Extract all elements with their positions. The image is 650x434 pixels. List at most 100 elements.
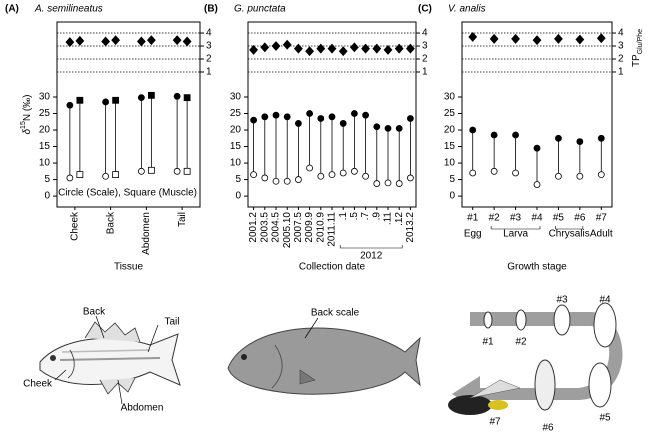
y-tick-label: 5	[235, 174, 241, 185]
y2-tick-label: 3	[422, 41, 428, 52]
illustration-label: Back scale	[311, 308, 360, 319]
marker	[328, 171, 336, 179]
marker	[101, 36, 111, 47]
fish-illustration: Back Tail Cheek Abdomen	[23, 307, 181, 414]
marker	[406, 115, 414, 122]
life-cycle-illustration: #1 #2 #3 #4 #5 #6 #7	[448, 295, 623, 434]
y-tick-label: 30	[230, 92, 242, 103]
x-tick-label: 2005.10	[282, 212, 293, 249]
plot-frame	[56, 21, 201, 208]
x-tick-label: .5	[349, 212, 360, 221]
marker	[489, 33, 499, 44]
illustration-label: Cheek	[23, 379, 53, 390]
marker	[468, 31, 478, 42]
marker	[66, 101, 74, 109]
x-tick-label: 2001.2	[248, 212, 259, 243]
y-tick-label: 5	[44, 174, 50, 185]
y-tick-label: 30	[444, 92, 456, 103]
y-tick-label: 10	[230, 158, 242, 169]
panel-label: (C)	[418, 4, 432, 15]
marker	[75, 35, 85, 46]
marker	[490, 167, 498, 175]
y-tick-label: 20	[444, 125, 456, 136]
x-tick-label: #7	[596, 213, 608, 224]
marker	[533, 144, 541, 152]
x-tick-label: .11	[383, 212, 394, 226]
annotation: Circle (Scale), Square (Muscle)	[58, 188, 197, 199]
y-tick-label: 5	[449, 174, 455, 185]
x-tick-label: Tail	[177, 212, 188, 227]
x-axis-label: Growth stage	[507, 262, 567, 273]
marker	[339, 120, 347, 127]
marker	[293, 43, 303, 54]
marker	[183, 167, 191, 175]
marker	[261, 174, 269, 182]
marker	[182, 36, 192, 47]
x-tick-label: 2004.5	[271, 212, 282, 243]
x-tick-label: #3	[510, 213, 522, 224]
marker	[339, 169, 347, 177]
marker	[260, 42, 270, 53]
y-tick-label: 15	[444, 141, 456, 152]
y-tick-label: 15	[230, 141, 242, 152]
y2-tick-label: 2	[422, 54, 428, 65]
x-tick-label: 2009.9	[304, 212, 315, 243]
marker	[283, 113, 291, 121]
y-tick-label: 0	[44, 191, 50, 202]
marker	[383, 44, 393, 55]
y-tick-label: 10	[444, 158, 456, 169]
y-axis-label: δ15N (‰)	[20, 94, 33, 134]
x-tick-label: .12	[394, 212, 405, 226]
group-label: Egg	[464, 229, 482, 240]
x-tick-label: 2007.5	[293, 212, 304, 243]
marker	[66, 174, 74, 182]
x-tick-label: 2003.5	[259, 212, 270, 243]
marker	[373, 180, 381, 187]
x-tick-label: 2010.9	[315, 212, 326, 243]
marker	[305, 46, 315, 57]
marker	[384, 124, 392, 132]
y2-tick-label: 3	[206, 41, 212, 52]
marker	[137, 167, 145, 175]
panel-title: G. punctata	[234, 4, 286, 15]
panel-title: V. analis	[448, 4, 486, 15]
marker	[373, 123, 381, 131]
y-tick-label: 20	[39, 125, 51, 136]
x-tick-label: .9	[371, 212, 382, 221]
marker	[349, 42, 359, 53]
marker	[555, 172, 562, 180]
marker	[372, 43, 382, 54]
marker	[469, 169, 477, 177]
marker	[394, 43, 404, 54]
panel-label: (B)	[204, 4, 218, 15]
y-tick-label: 25	[444, 108, 456, 119]
y2-tick-label: 2	[206, 54, 212, 65]
marker	[532, 35, 542, 46]
marker	[183, 94, 191, 102]
marker	[102, 172, 110, 180]
marker	[328, 113, 336, 121]
marker	[76, 96, 84, 104]
marker	[172, 35, 182, 46]
marker	[317, 115, 325, 122]
marker	[327, 43, 337, 54]
y-tick-label: 20	[230, 125, 242, 136]
marker	[76, 171, 84, 179]
y2-axis-label: TPGlu/Phe	[631, 29, 644, 67]
marker	[384, 179, 392, 187]
marker	[362, 172, 370, 180]
marker	[147, 166, 155, 174]
marker	[272, 177, 280, 185]
marker	[306, 164, 314, 172]
y-tick-label: 0	[235, 191, 241, 202]
group-bracket	[339, 245, 403, 249]
marker	[512, 169, 519, 177]
marker	[271, 41, 281, 51]
marker	[112, 171, 120, 179]
x-tick-label: #6	[574, 213, 586, 224]
marker	[597, 171, 605, 179]
marker	[102, 98, 110, 106]
illustration-label: #3	[556, 295, 568, 306]
marker	[306, 110, 314, 117]
marker	[395, 180, 403, 187]
